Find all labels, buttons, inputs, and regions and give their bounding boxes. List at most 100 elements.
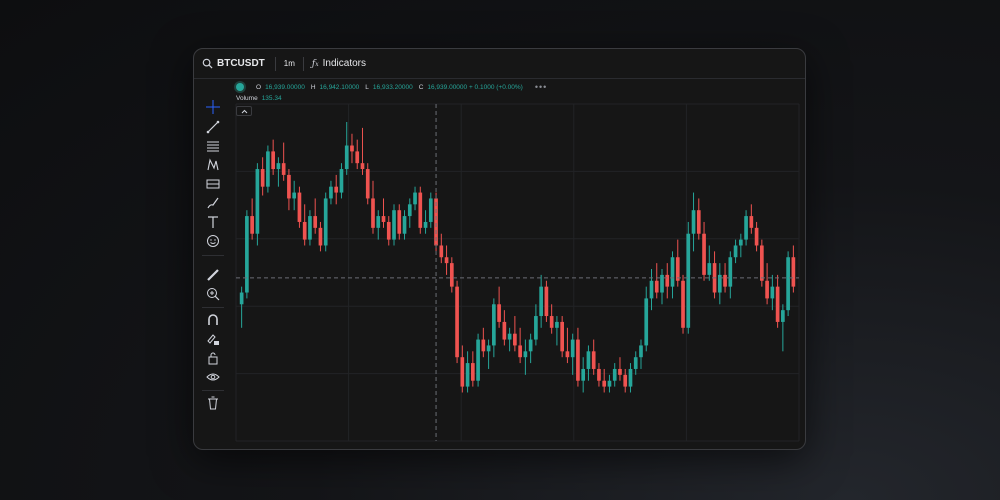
magnet-icon[interactable] [205,312,221,328]
candle-body [539,286,543,317]
candle-body [423,221,428,228]
trash-icon[interactable] [205,395,221,411]
candle-body [308,216,312,240]
trend-line-icon[interactable] [205,119,221,135]
candle-body [245,216,249,293]
candle-body [523,351,528,358]
candle-body [281,163,286,175]
candle-body [760,245,764,281]
function-icon: ƒx [311,58,319,69]
candle-body [786,257,790,311]
indicators-button[interactable]: ƒx Indicators [308,58,370,69]
candle-body [313,216,318,228]
high-label: H [310,83,316,91]
candle-body [581,368,586,381]
candle-body [492,304,496,346]
candle-body [439,245,444,258]
candle-body [449,263,454,287]
candle-body [507,333,512,340]
candle-body [549,316,554,328]
open-value: 16,939.00000 [265,83,305,91]
candle-body [428,198,433,222]
more-options-icon[interactable]: ••• [534,82,548,92]
fib-icon[interactable] [205,138,221,154]
candle-body [476,339,480,381]
candle-body [644,298,649,346]
candle-body [665,274,670,287]
toolbar-divider [202,255,224,256]
candle-body [434,198,438,246]
candle-body [266,151,270,187]
candle-body [407,204,412,217]
candle-body [728,257,733,287]
candle-body [670,257,675,287]
collapse-legend-button[interactable] [236,106,252,116]
close-label: C [418,83,424,91]
candle-body [612,368,617,381]
emoji-icon[interactable] [205,233,221,249]
toolbar-divider [202,307,224,308]
pattern-icon[interactable] [205,157,221,173]
candle-body [686,233,691,328]
projection-icon[interactable] [205,176,221,192]
candle-body [675,257,680,281]
candle-body [775,286,780,322]
candle-body [707,263,712,275]
candle-body [744,216,748,240]
candle-body [371,198,375,228]
symbol-label: BTCUSDT [217,58,265,69]
ruler-icon[interactable] [205,267,221,283]
candle-body [460,357,465,387]
lock-drawing-icon[interactable] [205,331,221,347]
candle-body [628,368,633,387]
candle-body [576,339,580,381]
zoom-in-icon[interactable] [205,286,221,302]
candle-body [702,233,706,275]
volume-label: Volume [236,95,258,102]
candle-body [660,274,664,293]
candle-body [502,321,507,340]
candle-body [691,210,696,234]
lock-icon[interactable] [205,350,221,366]
candle-body [381,216,386,222]
ohlc-legend: O 16,939.00000 H 16,942.10000 L 16,933.2… [236,80,547,94]
candle-body [413,192,417,205]
eye-icon[interactable] [205,369,221,385]
low-label: L [365,83,369,91]
candle-body [260,169,265,187]
candle-body [765,280,769,299]
candle-body [639,345,643,358]
price-chart[interactable] [194,49,806,450]
open-label: O [256,83,262,91]
symbol-search[interactable]: BTCUSDT [202,58,271,69]
candle-body [444,257,449,264]
candle-body [586,351,591,369]
candle-body [618,368,622,375]
text-icon[interactable] [205,214,221,230]
candle-body [255,169,260,234]
candle-body [534,316,538,340]
candle-body [738,239,743,246]
top-toolbar: BTCUSDT 1m ƒx Indicators [194,49,805,79]
candle-body [544,286,549,317]
search-icon [202,58,213,69]
candle-body [292,192,297,199]
candle-body [649,280,654,299]
live-status-dot [236,83,244,91]
candle-body [607,380,612,387]
interval-button[interactable]: 1m [283,59,295,68]
candle-body [481,339,486,352]
candle-body [681,280,685,328]
brush-icon[interactable] [205,195,221,211]
candle-body [297,192,302,222]
candle-body [497,304,501,322]
candle-body [455,286,459,358]
candle-body [386,221,391,240]
candle-body [513,333,517,346]
candle-body [723,274,727,287]
crosshair-icon[interactable] [205,99,221,115]
candle-body [717,274,722,293]
candle-body [623,374,628,387]
candle-body [654,280,659,293]
candle-body [239,292,244,305]
